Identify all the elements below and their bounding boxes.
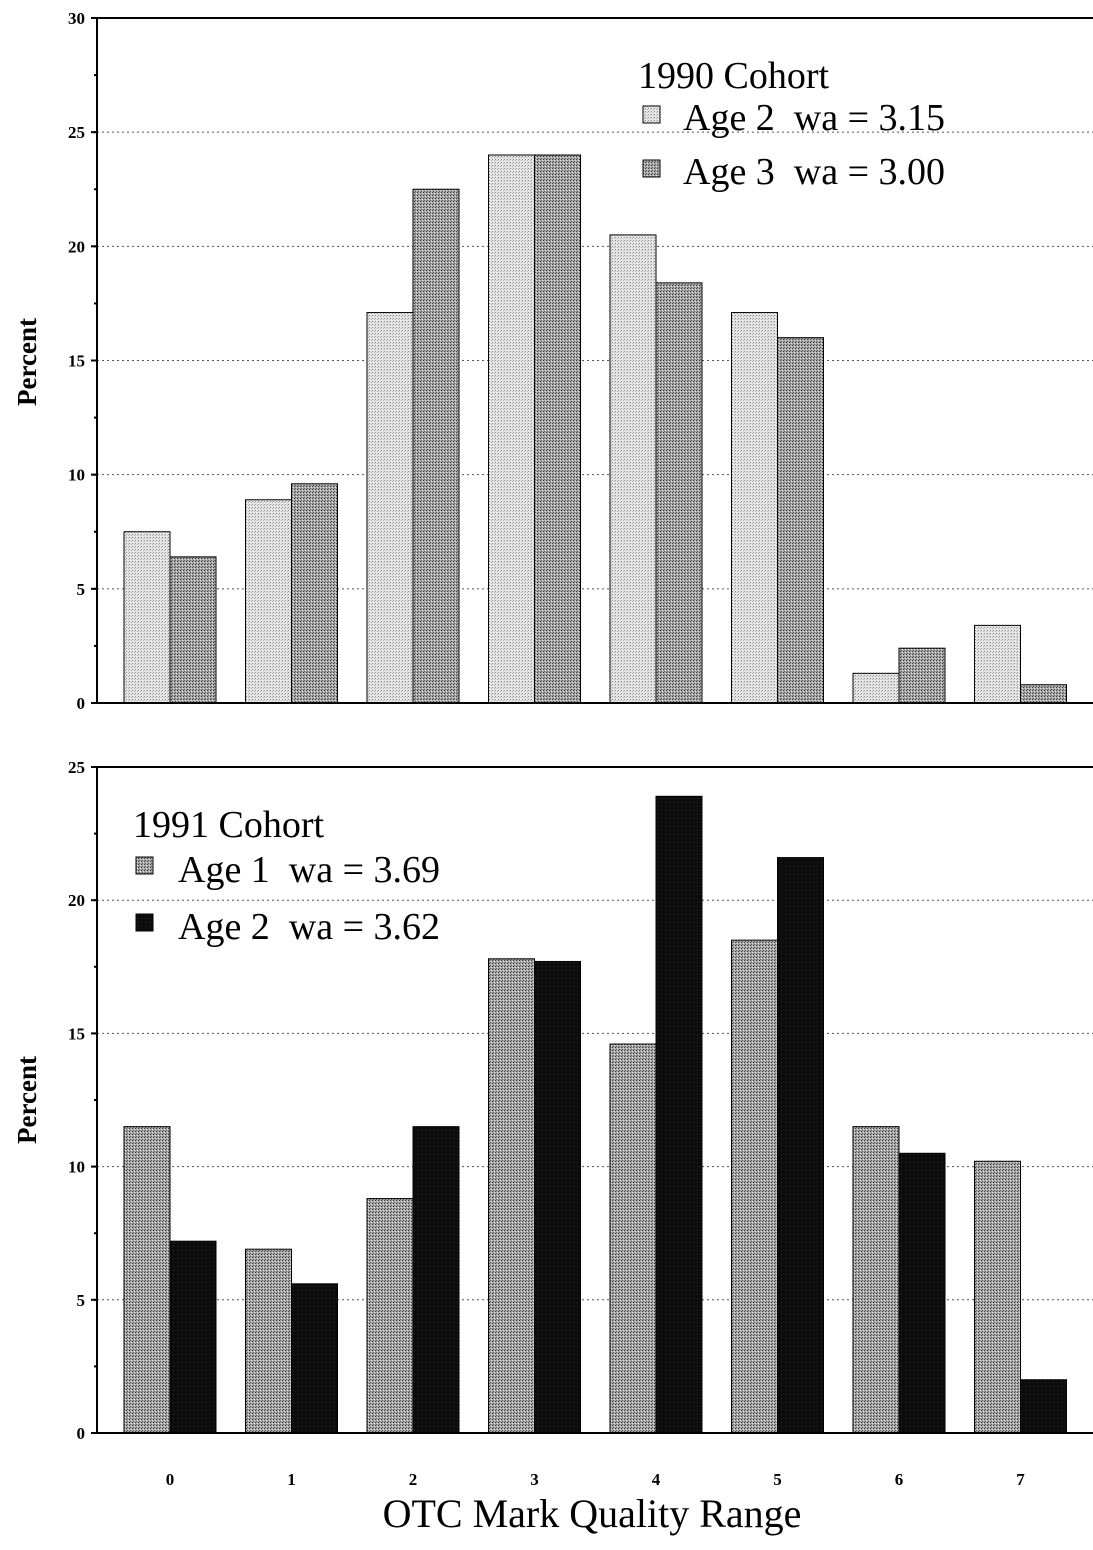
bar bbox=[291, 483, 338, 704]
y-tick-label: 5 bbox=[77, 580, 86, 599]
legend-entry: Age 1 wa = 3.69 bbox=[178, 849, 440, 891]
bar bbox=[974, 624, 1021, 704]
y-tick-label: 15 bbox=[68, 1024, 85, 1043]
bar bbox=[898, 647, 946, 704]
y-tick-label: 30 bbox=[68, 9, 85, 28]
y-tick-label: 15 bbox=[68, 352, 85, 371]
legend-entry: Age 2 wa = 3.15 bbox=[683, 97, 945, 139]
bar bbox=[169, 556, 217, 704]
legend-swatch bbox=[642, 105, 661, 124]
x-tick-label: 7 bbox=[1016, 1470, 1025, 1489]
x-tick-label: 2 bbox=[409, 1470, 418, 1489]
x-tick-label: 4 bbox=[652, 1470, 661, 1489]
bar bbox=[655, 795, 703, 1434]
y-tick-label: 0 bbox=[77, 694, 86, 713]
bar bbox=[731, 312, 778, 704]
bar bbox=[123, 531, 171, 704]
bar bbox=[974, 1160, 1021, 1434]
legend: 1991 Cohort Age 1 wa = 3.69 Age 2 wa = 3… bbox=[133, 804, 440, 948]
chart-1990-cohort: 0 5 10 15 20 25 30 Percent 1990 Cohort Age 2 w… bbox=[12, 9, 1093, 713]
bar bbox=[534, 154, 581, 704]
y-tick-label: 20 bbox=[68, 237, 85, 256]
y-tick-labels: 0 5 10 15 20 25 30 bbox=[68, 9, 85, 713]
bar bbox=[731, 939, 778, 1434]
bar bbox=[169, 1240, 217, 1434]
legend-title: 1990 Cohort bbox=[638, 55, 830, 97]
legend-swatch bbox=[135, 856, 154, 875]
y-tick-label: 10 bbox=[68, 1158, 85, 1177]
bar bbox=[366, 312, 414, 704]
bar bbox=[852, 672, 900, 704]
bar bbox=[609, 234, 657, 704]
y-tick-label: 0 bbox=[77, 1424, 86, 1443]
bar bbox=[852, 1126, 900, 1434]
bars bbox=[123, 154, 1067, 704]
bar bbox=[291, 1283, 338, 1434]
legend-swatch bbox=[642, 159, 661, 178]
legend-title: 1991 Cohort bbox=[133, 804, 325, 846]
bar bbox=[655, 282, 703, 704]
axes bbox=[91, 766, 1093, 1434]
legend-entry: Age 2 wa = 3.62 bbox=[178, 906, 440, 948]
bar bbox=[488, 154, 535, 704]
bar bbox=[488, 958, 535, 1434]
x-tick-label: 6 bbox=[895, 1470, 904, 1489]
bar bbox=[412, 188, 460, 704]
bar bbox=[245, 499, 292, 704]
bar bbox=[534, 960, 581, 1434]
y-tick-label: 5 bbox=[77, 1291, 86, 1310]
bar bbox=[777, 337, 824, 704]
bar bbox=[777, 857, 824, 1434]
bars bbox=[123, 795, 1067, 1434]
x-tick-label: 0 bbox=[166, 1470, 175, 1489]
x-axis-label: OTC Mark Quality Range bbox=[383, 1491, 802, 1536]
y-axis-label: Percent bbox=[12, 1056, 42, 1144]
x-tick-labels: 0 1 2 3 4 5 6 7 bbox=[166, 1470, 1026, 1489]
bar bbox=[245, 1248, 292, 1434]
chart-1991-cohort: 0 5 10 15 20 25 0 1 2 3 4 5 6 7 Percent 1991 Cohort … bbox=[12, 758, 1093, 1536]
bar bbox=[123, 1126, 171, 1434]
bar bbox=[609, 1043, 657, 1434]
axes bbox=[91, 17, 1093, 704]
y-tick-label: 25 bbox=[68, 123, 85, 142]
legend-entry: Age 3 wa = 3.00 bbox=[683, 151, 945, 193]
y-tick-labels: 0 5 10 15 20 25 bbox=[68, 758, 85, 1443]
x-tick-label: 3 bbox=[530, 1470, 539, 1489]
y-tick-label: 10 bbox=[68, 466, 85, 485]
bar bbox=[1020, 684, 1067, 704]
y-tick-label: 20 bbox=[68, 891, 85, 910]
bar bbox=[366, 1198, 414, 1434]
bar bbox=[412, 1126, 460, 1434]
x-tick-label: 5 bbox=[773, 1470, 782, 1489]
y-tick-label: 25 bbox=[68, 758, 85, 777]
bar bbox=[898, 1152, 946, 1434]
bar bbox=[1020, 1379, 1067, 1434]
legend: 1990 Cohort Age 2 wa = 3.15 Age 3 wa = 3… bbox=[638, 55, 945, 193]
legend-swatch bbox=[135, 913, 154, 932]
y-axis-label: Percent bbox=[12, 318, 42, 406]
x-tick-label: 1 bbox=[287, 1470, 296, 1489]
